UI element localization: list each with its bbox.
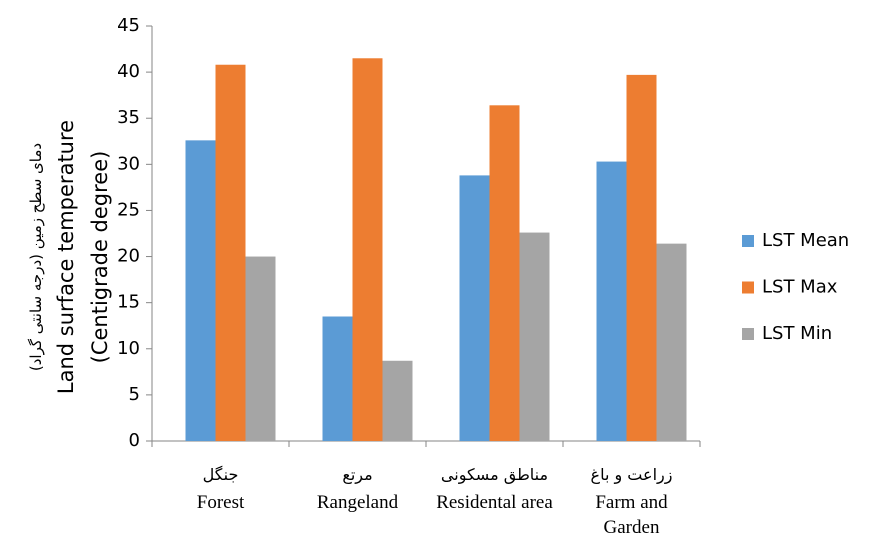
y-tick-label: 45 — [117, 15, 140, 36]
y-axis-title: دمای سطح زمین (درجه سانتی گراد) Land sur… — [23, 37, 117, 477]
bar — [352, 58, 383, 442]
y-tick-label: 15 — [117, 292, 140, 313]
bar — [519, 232, 550, 441]
y-title-fa: دمای سطح زمین (درجه سانتی گراد) — [27, 142, 45, 372]
y-tick-label: 25 — [117, 199, 140, 220]
bar — [626, 74, 657, 441]
y-tick-label: 20 — [117, 246, 140, 267]
y-tick-label: 5 — [129, 384, 140, 405]
y-tick-label: 0 — [129, 430, 140, 451]
bar — [382, 360, 413, 441]
bar — [596, 161, 627, 442]
category-label-en: Farm and Garden — [595, 492, 668, 538]
category-label: مناطق مسکونی Residental area — [433, 460, 557, 515]
bar — [322, 316, 353, 441]
y-title-en: Land surface temperature (Centigrade deg… — [54, 119, 112, 395]
category-label: زراعت و باغ Farm and Garden — [570, 460, 694, 540]
y-tick-label: 40 — [117, 61, 140, 82]
bar — [215, 64, 246, 441]
category-label-fa: جنگل — [202, 465, 239, 484]
bar — [459, 175, 490, 441]
bar — [489, 105, 520, 442]
legend-label: LST Mean — [762, 230, 849, 251]
category-label: مرتع Rangeland — [296, 460, 420, 515]
y-tick-label: 35 — [117, 107, 140, 128]
y-tick-label: 30 — [117, 153, 140, 174]
legend-label: LST Max — [762, 277, 838, 298]
legend-swatch — [742, 328, 754, 340]
legend-label: LST Min — [762, 323, 832, 344]
category-label-en: Rangeland — [316, 492, 399, 513]
category-label-en: Forest — [196, 492, 245, 513]
category-label-en: Residental area — [436, 492, 553, 513]
bar — [185, 140, 216, 441]
category-label-fa: زراعت و باغ — [590, 465, 673, 484]
category-label: جنگل Forest — [159, 460, 283, 515]
category-label-fa: مناطق مسکونی — [440, 465, 549, 484]
bar — [656, 243, 687, 441]
bar — [245, 256, 276, 441]
legend-swatch — [742, 235, 754, 247]
y-tick-label: 10 — [117, 338, 140, 359]
category-label-fa: مرتع — [342, 465, 373, 484]
legend-swatch — [742, 281, 754, 294]
